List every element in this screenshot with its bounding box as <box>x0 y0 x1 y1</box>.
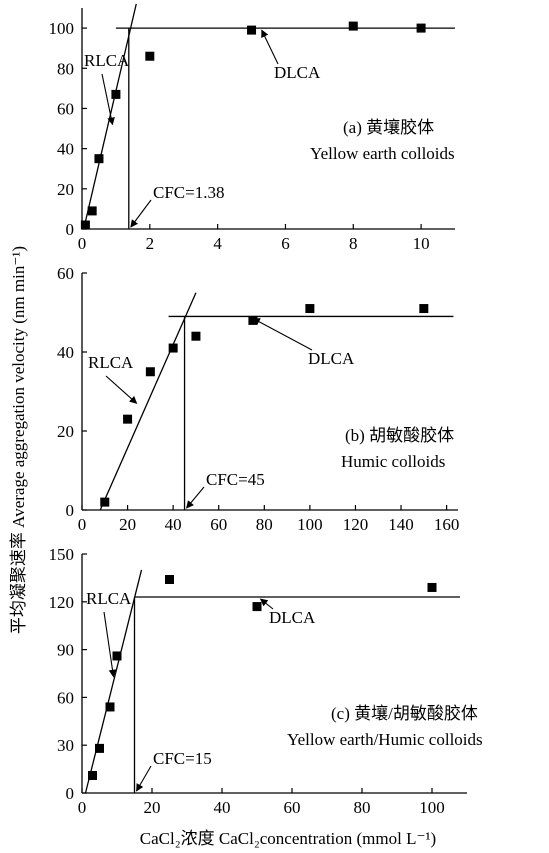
y-tick-label: 0 <box>66 784 75 803</box>
panel-title-en: Humic colloids <box>341 452 445 471</box>
x-tick-label: 100 <box>297 515 323 534</box>
y-tick-label: 20 <box>57 422 74 441</box>
y-tick-label: 60 <box>57 99 74 118</box>
data-point <box>80 220 90 230</box>
panel-title-cn: (a) 黄壤胶体 <box>343 117 434 137</box>
rlca-arrow <box>103 611 117 678</box>
data-point <box>87 206 97 216</box>
dlca-label: DLCA <box>274 63 321 82</box>
y-tick-label: 40 <box>57 140 74 159</box>
dlca-arrow <box>261 29 279 65</box>
x-tick-label: 0 <box>78 234 87 253</box>
data-point <box>252 602 262 612</box>
rlca-arrow <box>101 73 115 126</box>
rlca-label: RLCA <box>88 353 134 372</box>
data-point <box>419 304 429 314</box>
panel-title-en: Yellow earth/Humic colloids <box>287 730 483 749</box>
data-point <box>95 743 104 753</box>
rlca-fit-line <box>99 292 197 511</box>
x-tick-label: 80 <box>256 515 273 534</box>
x-tick-label: 10 <box>413 234 430 253</box>
data-point <box>247 25 257 35</box>
x-tick-label: 0 <box>78 798 87 817</box>
panel-c: 0 30 60 90 120 150 0 20 40 60 80 100 RLCA DLCA CFC=15 (… <box>49 545 483 817</box>
panel-a: 0 20 40 60 80 100 0 2 4 6 8 10 RLCA DLCA CFC=1.38 (a) 黄… <box>49 3 455 253</box>
x-tick-label: 6 <box>281 234 290 253</box>
x-tick-label: 4 <box>213 234 222 253</box>
panel-title-cn: (b) 胡敏酸胶体 <box>345 426 454 445</box>
cfc-arrow <box>136 765 152 792</box>
y-tick-label: 30 <box>57 736 74 755</box>
y-tick-label: 150 <box>49 545 75 564</box>
data-point <box>88 770 97 780</box>
cfc-arrow <box>130 199 152 228</box>
x-tick-label: 20 <box>144 798 161 817</box>
data-point <box>112 651 122 661</box>
y-tick-label: 0 <box>66 220 75 239</box>
y-tick-label: 20 <box>57 180 74 199</box>
dlca-label: DLCA <box>269 608 316 627</box>
x-tick-label: 20 <box>119 515 136 534</box>
rlca-arrow <box>105 375 138 404</box>
panel-title-en: Yellow earth colloids <box>310 144 455 163</box>
x-tick-label: 100 <box>419 798 445 817</box>
rlca-label: RLCA <box>86 589 132 608</box>
data-point <box>123 414 133 424</box>
data-point <box>94 154 104 164</box>
x-tick-label: 160 <box>434 515 460 534</box>
data-point <box>111 89 121 99</box>
data-point <box>145 367 155 377</box>
y-tick-label: 60 <box>57 264 74 283</box>
x-axis-title: CaCl₂浓度 CaCl₂concentration (mmol L⁻¹) <box>140 829 436 848</box>
x-tick-label: 0 <box>78 515 87 534</box>
cfc-label: CFC=1.38 <box>153 183 224 202</box>
panel-b: 0 20 40 60 0 20 40 60 80 100 120 140 160 RLCA DLCA CFC=… <box>57 264 459 534</box>
data-point <box>427 582 437 592</box>
x-tick-label: 8 <box>349 234 358 253</box>
cfc-arrow <box>186 486 205 509</box>
rlca-fit-line <box>84 569 143 794</box>
cfc-label: CFC=15 <box>153 749 212 768</box>
rlca-label: RLCA <box>84 51 130 70</box>
x-tick-label: 2 <box>146 234 155 253</box>
rlca-fit-line <box>83 3 137 230</box>
dlca-arrow <box>259 598 274 610</box>
y-tick-label: 90 <box>57 641 74 660</box>
panel-title-cn: (c) 黄壤/胡敏酸胶体 <box>331 703 478 723</box>
x-tick-label: 80 <box>354 798 371 817</box>
data-point <box>105 702 115 712</box>
x-tick-label: 120 <box>343 515 369 534</box>
data-point <box>100 497 110 507</box>
data-point <box>165 574 174 584</box>
x-tick-label: 60 <box>210 515 227 534</box>
data-point <box>348 21 358 31</box>
cfc-label: CFC=45 <box>206 470 265 489</box>
data-point <box>168 343 178 353</box>
data-point <box>145 51 155 61</box>
panels: 0 20 40 60 80 100 0 2 4 6 8 10 RLCA DLCA CFC=1.38 (a) 黄… <box>49 3 483 817</box>
y-tick-label: 80 <box>57 59 74 78</box>
data-point <box>416 23 426 33</box>
y-tick-label: 60 <box>57 688 74 707</box>
x-tick-label: 40 <box>214 798 231 817</box>
x-tick-label: 140 <box>388 515 414 534</box>
y-tick-label: 40 <box>57 343 74 362</box>
x-tick-label: 40 <box>165 515 182 534</box>
y-axis-title: 平均凝聚速率 Average aggregation velocity (nm … <box>9 246 28 634</box>
data-point <box>191 331 201 341</box>
y-tick-label: 120 <box>49 593 75 612</box>
dlca-label: DLCA <box>308 349 355 368</box>
dlca-arrow <box>252 317 313 351</box>
x-tick-label: 60 <box>284 798 301 817</box>
y-tick-label: 0 <box>66 501 75 520</box>
y-tick-label: 100 <box>49 19 75 38</box>
data-point <box>305 304 315 314</box>
